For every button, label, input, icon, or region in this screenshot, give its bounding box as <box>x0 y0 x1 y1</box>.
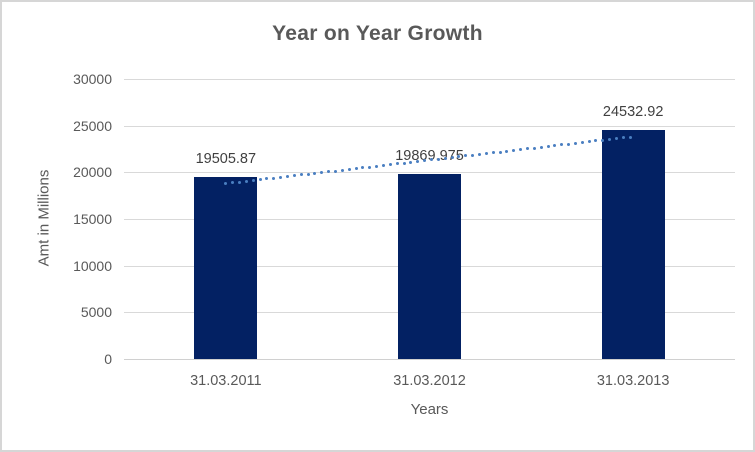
trendline-dot <box>512 148 516 152</box>
bar-value-label: 19505.87 <box>195 150 257 167</box>
trendline-dot <box>306 172 310 176</box>
trendline-dot <box>560 143 564 147</box>
trendline-dot <box>423 159 427 163</box>
trendline-dot <box>477 152 481 156</box>
trendline-dot <box>573 141 577 145</box>
trendline-dot <box>258 178 262 182</box>
trendline-dot <box>388 163 392 167</box>
trendline-dot <box>354 167 358 171</box>
trendline-dot <box>224 182 228 186</box>
y-tick-label: 5000 <box>80 304 112 321</box>
y-tick-label: 20000 <box>73 164 112 181</box>
x-axis-line <box>124 359 735 360</box>
trendline-dot <box>587 140 591 144</box>
trendline-dot <box>621 136 625 140</box>
trendline-dot <box>313 171 317 175</box>
trendline-dot <box>471 153 475 157</box>
trendline-dot <box>553 144 557 148</box>
trendline-dot <box>238 180 242 184</box>
trendline-dot <box>327 170 331 174</box>
y-tick-label: 30000 <box>73 71 112 87</box>
trendline-dot <box>251 178 255 182</box>
trendline-dot <box>532 146 536 150</box>
bar-31.03.2013 <box>601 130 665 359</box>
x-tick-label: 31.03.2013 <box>596 373 670 389</box>
trendline-dot <box>347 167 351 171</box>
trendline-dot <box>340 168 344 172</box>
y-tick-label: 0 <box>104 351 112 367</box>
bar-value-label: 19869.975 <box>395 147 464 164</box>
y-tick-label: 15000 <box>73 211 112 227</box>
trendline-dot <box>608 137 612 141</box>
trendline-dot <box>519 148 523 152</box>
trendline-dot <box>546 145 550 149</box>
trendline-dot <box>464 154 468 158</box>
trendline-dot <box>244 179 248 183</box>
trendline-dot <box>395 162 399 166</box>
trendline-dot <box>628 135 632 139</box>
trendline-dot <box>320 171 324 175</box>
trendline-dot <box>491 151 495 155</box>
trendline-dot <box>436 157 440 161</box>
trendline-dot <box>567 142 571 146</box>
trendline-dot <box>409 160 413 164</box>
trendline-dot <box>601 138 605 142</box>
trendline-dot <box>505 149 509 153</box>
trendline-dot <box>498 150 502 154</box>
bar-31.03.2011 <box>194 176 258 359</box>
trendline-dot <box>292 174 296 178</box>
trendline-dot <box>450 156 454 160</box>
trendline-dot <box>361 166 365 170</box>
trendline-dot <box>265 177 269 181</box>
trendline-dot <box>457 155 461 159</box>
gridline <box>124 79 735 80</box>
trendline-dot <box>279 175 283 179</box>
trendline-dot <box>334 169 337 173</box>
y-tick-label: 25000 <box>73 117 112 134</box>
x-tick-label: 31.03.2012 <box>393 373 466 389</box>
trendline-dot <box>443 156 447 160</box>
plot-area: 0 5000 10000 15000 20000 25000 30000 19505.87 31… <box>73 71 735 389</box>
trendline-dot <box>429 158 433 162</box>
trendline-dot <box>299 173 303 177</box>
trendline-dot <box>539 145 543 149</box>
trendline-dot <box>615 137 619 141</box>
trendline-dot <box>272 176 276 180</box>
trendline-dot <box>402 161 406 165</box>
x-tick-label: 31.03.2011 <box>190 373 262 389</box>
gridline <box>124 125 735 127</box>
bar-value-label: 24532.92 <box>602 104 664 121</box>
trendline-dot <box>381 163 385 167</box>
gridline <box>124 172 735 174</box>
trendline-dot <box>484 152 488 156</box>
trendline-dot <box>594 139 598 143</box>
bar-31.03.2012 <box>398 173 461 359</box>
trendline-dot <box>580 141 584 145</box>
trendline-dot <box>286 175 290 179</box>
trendline-dot <box>416 160 420 164</box>
trendline-dot <box>368 165 372 169</box>
x-axis-title: Years <box>410 401 449 418</box>
chart-title: Year on Year Growth <box>272 22 483 45</box>
trendline-dot <box>375 164 379 168</box>
y-tick-label: 10000 <box>73 257 112 274</box>
trendline-dot <box>525 147 529 151</box>
trendline-dot <box>231 181 235 185</box>
